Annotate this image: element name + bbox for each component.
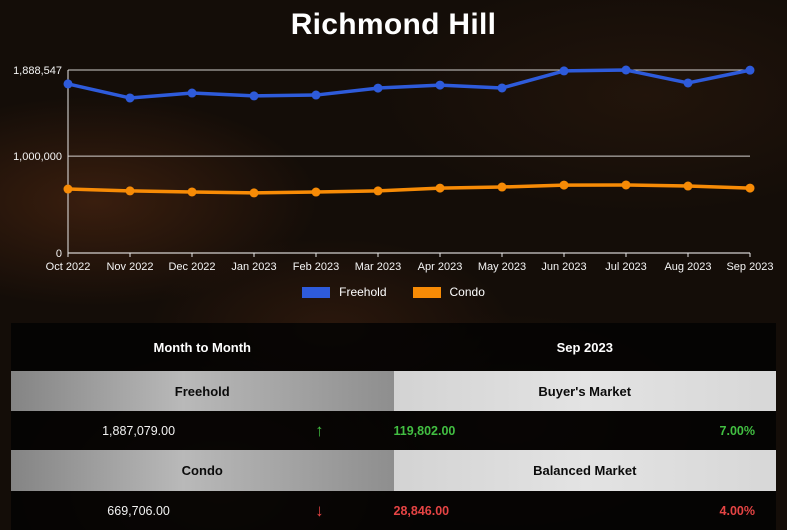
- legend-label: Condo: [449, 285, 485, 299]
- header-current-month: Sep 2023: [556, 339, 613, 355]
- x-axis-tick-label: Jun 2023: [541, 261, 586, 273]
- point-condo-feb-2023[interactable]: [311, 187, 321, 197]
- point-freehold-oct-2022[interactable]: [63, 79, 73, 89]
- point-condo-may-2023[interactable]: [497, 182, 507, 192]
- condo-price: 669,706.00: [107, 503, 170, 518]
- line-condo: [67, 183, 751, 195]
- page-title: Richmond Hill: [290, 8, 497, 41]
- chart-legend: Freehold Condo: [0, 284, 787, 300]
- x-axis-tick-label: Nov 2022: [106, 261, 153, 273]
- x-axis-tick-label: Apr 2023: [418, 261, 463, 273]
- condo-values-row: 669,706.00 ↓ 28,846.00 4.00%: [11, 491, 776, 530]
- freehold-change-percent: 7.00%: [719, 423, 755, 438]
- y-axis-tick-label: 1,888,547: [13, 65, 62, 77]
- x-axis-tick-label: Mar 2023: [355, 261, 401, 273]
- x-axis-tick-label: Sep 2023: [726, 261, 773, 273]
- freehold-values-row: 1,887,079.00 ↑ 119,802.00 7.00%: [11, 411, 776, 450]
- condo-change-percent: 4.00%: [719, 503, 755, 518]
- table-header-row: Month to Month Sep 2023: [11, 323, 776, 371]
- x-axis-tick-label: Dec 2022: [168, 261, 215, 273]
- freehold-header-row: Freehold Buyer's Market: [11, 371, 776, 411]
- point-condo-oct-2022[interactable]: [63, 184, 73, 194]
- x-axis-tick-label: Oct 2022: [46, 261, 91, 273]
- condo-swatch: [412, 286, 441, 298]
- x-axis-tick-label: Jan 2023: [231, 261, 276, 273]
- point-freehold-dec-2022[interactable]: [187, 88, 197, 98]
- price-trend-chart: 0 1,000,000 1,888,547 Oct 2022 Nov 2022 Dec 2…: [13, 65, 773, 273]
- point-freehold-may-2023[interactable]: [497, 83, 507, 93]
- point-condo-mar-2023[interactable]: [373, 186, 383, 196]
- point-condo-nov-2022[interactable]: [125, 186, 135, 196]
- freehold-change-amount: 119,802.00: [393, 423, 456, 438]
- header-month-to-month: Month to Month: [153, 339, 251, 355]
- point-freehold-nov-2022[interactable]: [125, 93, 135, 103]
- freehold-market-label: Buyer's Market: [393, 371, 776, 411]
- point-condo-jan-2023[interactable]: [249, 188, 259, 198]
- line-freehold: [67, 68, 751, 100]
- legend-item-freehold[interactable]: Freehold: [302, 285, 387, 299]
- y-axis-tick-label: 0: [56, 248, 62, 260]
- point-freehold-feb-2023[interactable]: [311, 90, 321, 100]
- point-freehold-mar-2023[interactable]: [373, 83, 383, 93]
- legend-label: Freehold: [339, 285, 387, 299]
- point-condo-jun-2023[interactable]: [559, 180, 569, 190]
- point-freehold-sep-2023[interactable]: [745, 65, 755, 75]
- condo-header-row: Condo Balanced Market: [11, 450, 776, 491]
- condo-market-label: Balanced Market: [393, 450, 776, 491]
- summary-table: Month to Month Sep 2023 Freehold Buyer's…: [11, 323, 776, 530]
- legend-item-condo[interactable]: Condo: [412, 285, 485, 299]
- point-condo-jul-2023[interactable]: [621, 180, 631, 190]
- freehold-price: 1,887,079.00: [102, 423, 176, 438]
- point-condo-aug-2023[interactable]: [683, 181, 693, 191]
- condo-label: Condo: [11, 450, 394, 491]
- trend-up-icon: ↑: [315, 421, 324, 440]
- point-freehold-jul-2023[interactable]: [621, 65, 631, 75]
- point-freehold-jun-2023[interactable]: [559, 66, 569, 76]
- point-condo-dec-2022[interactable]: [187, 187, 197, 197]
- point-condo-sep-2023[interactable]: [745, 183, 755, 193]
- trend-down-icon: ↓: [315, 501, 324, 520]
- freehold-swatch: [302, 286, 331, 298]
- x-axis-tick-label: May 2023: [478, 261, 526, 273]
- point-freehold-aug-2023[interactable]: [683, 78, 693, 88]
- y-axis-tick-label: 1,000,000: [13, 151, 62, 163]
- freehold-label: Freehold: [11, 371, 394, 411]
- point-condo-apr-2023[interactable]: [435, 183, 445, 193]
- x-axis-tick-label: Feb 2023: [293, 261, 339, 273]
- x-axis-tick-label: Jul 2023: [605, 261, 647, 273]
- point-freehold-apr-2023[interactable]: [435, 80, 445, 90]
- point-freehold-jan-2023[interactable]: [249, 91, 259, 101]
- x-axis-tick-label: Aug 2023: [664, 261, 711, 273]
- condo-change-amount: 28,846.00: [393, 503, 450, 518]
